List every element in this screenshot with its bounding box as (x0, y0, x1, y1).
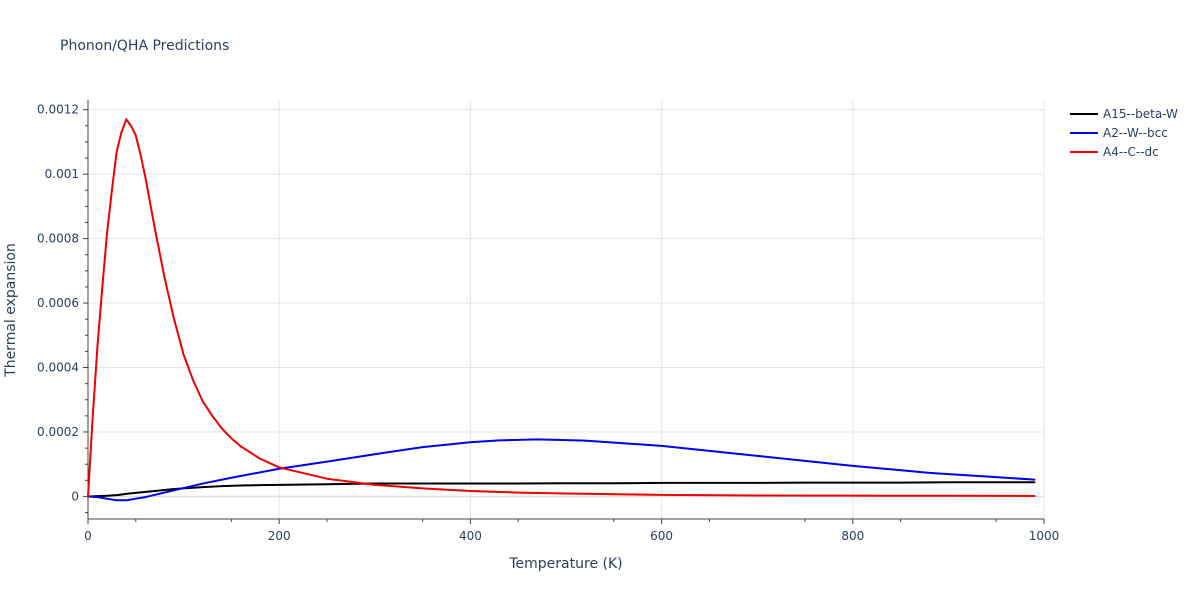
legend-item[interactable]: A4--C--dc (1070, 145, 1159, 159)
legend-label: A4--C--dc (1103, 145, 1159, 159)
series-line-a15-beta-w[interactable] (87, 481, 1036, 498)
legend-label: A2--W--bcc (1103, 126, 1168, 140)
y-tick-label: 0.0008 (37, 232, 79, 246)
tick-labels: 0 200 400 600 800 1000 0 0.0002 0.0004 0.0006 0.00… (37, 103, 1059, 543)
series-lines (87, 118, 1036, 502)
y-tick-label: 0.0004 (37, 361, 79, 375)
y-tick-label: 0.0006 (37, 296, 79, 310)
y-tick-label: 0.0012 (37, 103, 79, 117)
y-axis-title: Thermal expansion (3, 243, 19, 378)
x-tick-label: 200 (268, 529, 291, 543)
y-tick-label: 0.001 (45, 167, 79, 181)
legend-label: A15--beta-W (1103, 107, 1178, 121)
x-tick-label: 600 (650, 529, 673, 543)
x-tick-label: 800 (841, 529, 864, 543)
x-axis-title: Temperature (K) (508, 556, 622, 572)
y-tick-label: 0 (71, 489, 79, 503)
grid (88, 100, 1045, 519)
series-line-a4-c-dc[interactable] (87, 118, 1036, 498)
series-line-a2-w-bcc[interactable] (87, 438, 1036, 502)
x-tick-label: 1000 (1029, 529, 1060, 543)
axes (83, 100, 1045, 524)
chart-title: Phonon/QHA Predictions (60, 38, 229, 54)
legend-item[interactable]: A2--W--bcc (1070, 126, 1168, 140)
legend-item[interactable]: A15--beta-W (1070, 107, 1178, 121)
x-tick-label: 400 (459, 529, 482, 543)
legend[interactable]: A15--beta-W A2--W--bcc A4--C--dc (1070, 107, 1178, 159)
y-tick-label: 0.0002 (37, 425, 79, 439)
x-tick-label: 0 (84, 529, 92, 543)
